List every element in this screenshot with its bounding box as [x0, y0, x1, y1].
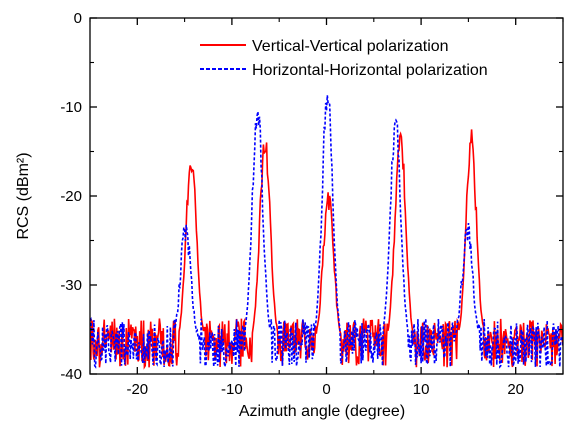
x-tick-label: 0: [322, 381, 330, 398]
series-layer: [90, 95, 563, 370]
x-tick-label: 10: [413, 381, 430, 398]
legend-label: Vertical-Vertical polarization: [252, 38, 449, 55]
x-tick-label: -10: [221, 381, 243, 398]
series-line-vertical-vertical: [90, 129, 563, 370]
y-tick-label: 0: [74, 10, 82, 27]
x-axis-label: Azimuth angle (degree): [239, 403, 405, 420]
y-tick-label: -10: [60, 99, 82, 116]
legend-label: Horizontal-Horizontal polarization: [252, 62, 488, 79]
x-tick-label: -20: [126, 381, 148, 398]
legend: Vertical-Vertical polarization Horizontal…: [200, 38, 488, 79]
y-tick-label: -20: [60, 188, 82, 205]
y-axis-label: RCS (dBm²): [15, 152, 32, 239]
y-tick-label: -40: [60, 366, 82, 383]
y-tick-label: -30: [60, 277, 82, 294]
axes-layer: -20 -10 0 10 20 0 -10 -20 -30 -40: [60, 10, 564, 398]
x-tick-label: 20: [507, 381, 524, 398]
series-line-horizontal-horizontal: [90, 95, 563, 369]
